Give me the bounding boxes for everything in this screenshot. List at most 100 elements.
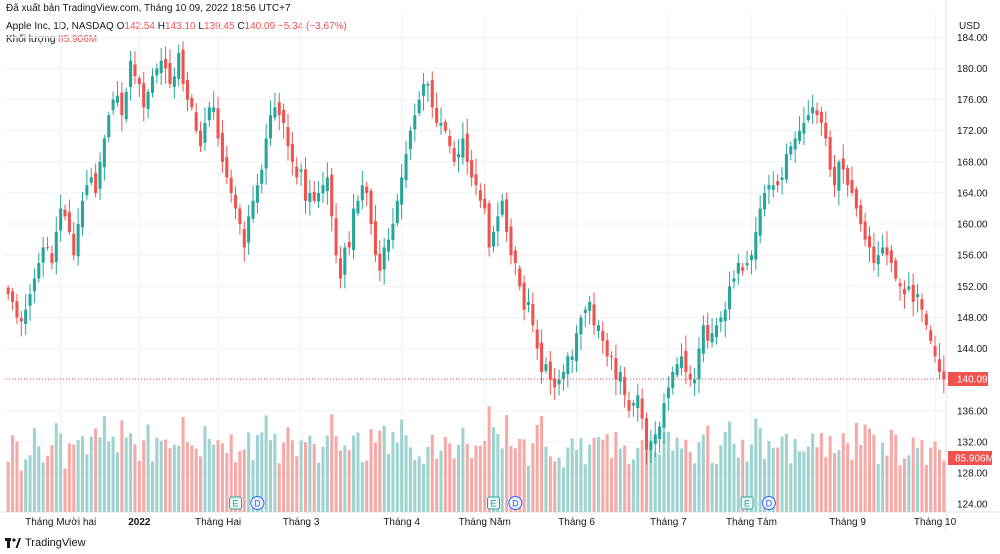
candle-body (185, 79, 189, 100)
candle-body (583, 309, 587, 313)
volume-bar (583, 464, 587, 512)
volume-bar (601, 439, 605, 512)
price-tick-label: 160.00 (957, 220, 988, 231)
volume-bar (413, 459, 417, 512)
tradingview-logo[interactable]: TradingView (5, 537, 86, 549)
candle-body (111, 99, 115, 111)
candle-body (728, 286, 732, 310)
volume-bar (19, 470, 23, 512)
dividend-marker[interactable] (761, 496, 776, 510)
volume-bar (684, 439, 688, 512)
candle-body (723, 309, 727, 322)
candle-body (745, 263, 749, 266)
candle-body (177, 52, 181, 80)
candle-body (478, 190, 482, 201)
last-price-badge[interactable] (948, 372, 988, 387)
volume-bar (59, 433, 63, 512)
candle-body (299, 169, 303, 172)
price-axis[interactable]: 124.00128.00132.00136.00140.00144.00148.… (948, 33, 994, 511)
candle-body (6, 287, 10, 295)
candle-body (212, 107, 216, 113)
volume-bar (290, 440, 294, 512)
candle-body (129, 60, 133, 88)
candle-body (312, 191, 316, 201)
candle-body (902, 288, 906, 295)
volume-bar (929, 447, 933, 512)
volume-bar (129, 433, 133, 512)
volume-bar (111, 436, 115, 512)
volume-bar (15, 441, 19, 512)
volume-label[interactable]: Khối lượng (6, 34, 56, 45)
volume-bar (80, 436, 85, 512)
candle-body (714, 325, 718, 338)
candle-body (850, 180, 854, 193)
candle-body (59, 208, 63, 231)
volume-bar (811, 433, 815, 512)
candle-body (207, 107, 211, 121)
volume-bar (623, 445, 627, 512)
volume-bar (876, 463, 880, 512)
last-volume-badge[interactable] (948, 451, 992, 465)
volume-bar (741, 439, 745, 512)
candle-body (697, 348, 701, 380)
volume-bar (933, 441, 937, 512)
volume-bar (312, 443, 316, 512)
tradingview-brand: TradingView (25, 537, 86, 549)
volume-bar (448, 443, 452, 512)
candle-body (439, 122, 443, 126)
candle-body (483, 198, 487, 209)
candle-body (806, 115, 810, 121)
volume-bar (671, 450, 675, 512)
event-marker-label: D (512, 499, 519, 509)
volume-bar (719, 445, 723, 512)
volume-bar (535, 424, 539, 512)
candle-body (518, 268, 522, 287)
price-tick-label: 164.00 (957, 188, 988, 199)
candle-body (181, 49, 185, 85)
volume-bar (924, 464, 928, 512)
earnings-marker[interactable] (486, 496, 500, 510)
volume-bar (229, 434, 233, 512)
earnings-marker[interactable] (229, 496, 243, 510)
low-value: 139.45 (203, 21, 235, 32)
candle-body (107, 115, 111, 138)
dividend-marker[interactable] (250, 496, 265, 510)
export-attribution: Đã xuất bản TradingView.com, Tháng 10 09… (6, 3, 291, 14)
volume-bar (679, 448, 684, 512)
candle-body (907, 286, 911, 290)
symbol-name[interactable]: Apple Inc, 1D, NASDAQ (6, 21, 114, 32)
volume-bar (400, 419, 404, 512)
candle-body (347, 241, 351, 248)
volume-bar (889, 429, 893, 512)
candle-body (942, 371, 946, 380)
candle-body (352, 208, 356, 251)
candle-body (41, 247, 45, 263)
currency-label[interactable]: USD (959, 21, 981, 32)
candle-body (168, 63, 172, 85)
candle-body (470, 160, 474, 178)
price-tick-label: 156.00 (957, 251, 988, 262)
volume-bar (330, 414, 334, 512)
volume-bar (343, 445, 347, 512)
volume-bar (575, 449, 579, 512)
candle-body (832, 167, 837, 186)
volume-bar (46, 455, 50, 512)
volume-bar (513, 448, 517, 512)
volume-bar (54, 423, 58, 512)
candle-body (526, 301, 530, 305)
time-axis[interactable]: Tháng Mười hai 2022 Tháng Hai Tháng 3 Tháng … (25, 517, 957, 528)
volume-bar (50, 445, 54, 512)
volume-bar (815, 447, 819, 512)
time-tick-label: Tháng Hai (195, 517, 241, 528)
candle-body (509, 226, 513, 256)
candle-body (255, 185, 259, 203)
dividend-marker[interactable] (508, 496, 523, 510)
volume-bar (824, 457, 828, 512)
volume-bar (172, 444, 176, 512)
volume-bar (916, 447, 920, 512)
earnings-marker[interactable] (740, 496, 754, 510)
candle-body (102, 138, 106, 168)
time-tick-label: Tháng 7 (650, 517, 687, 528)
volume-bar (107, 441, 111, 512)
